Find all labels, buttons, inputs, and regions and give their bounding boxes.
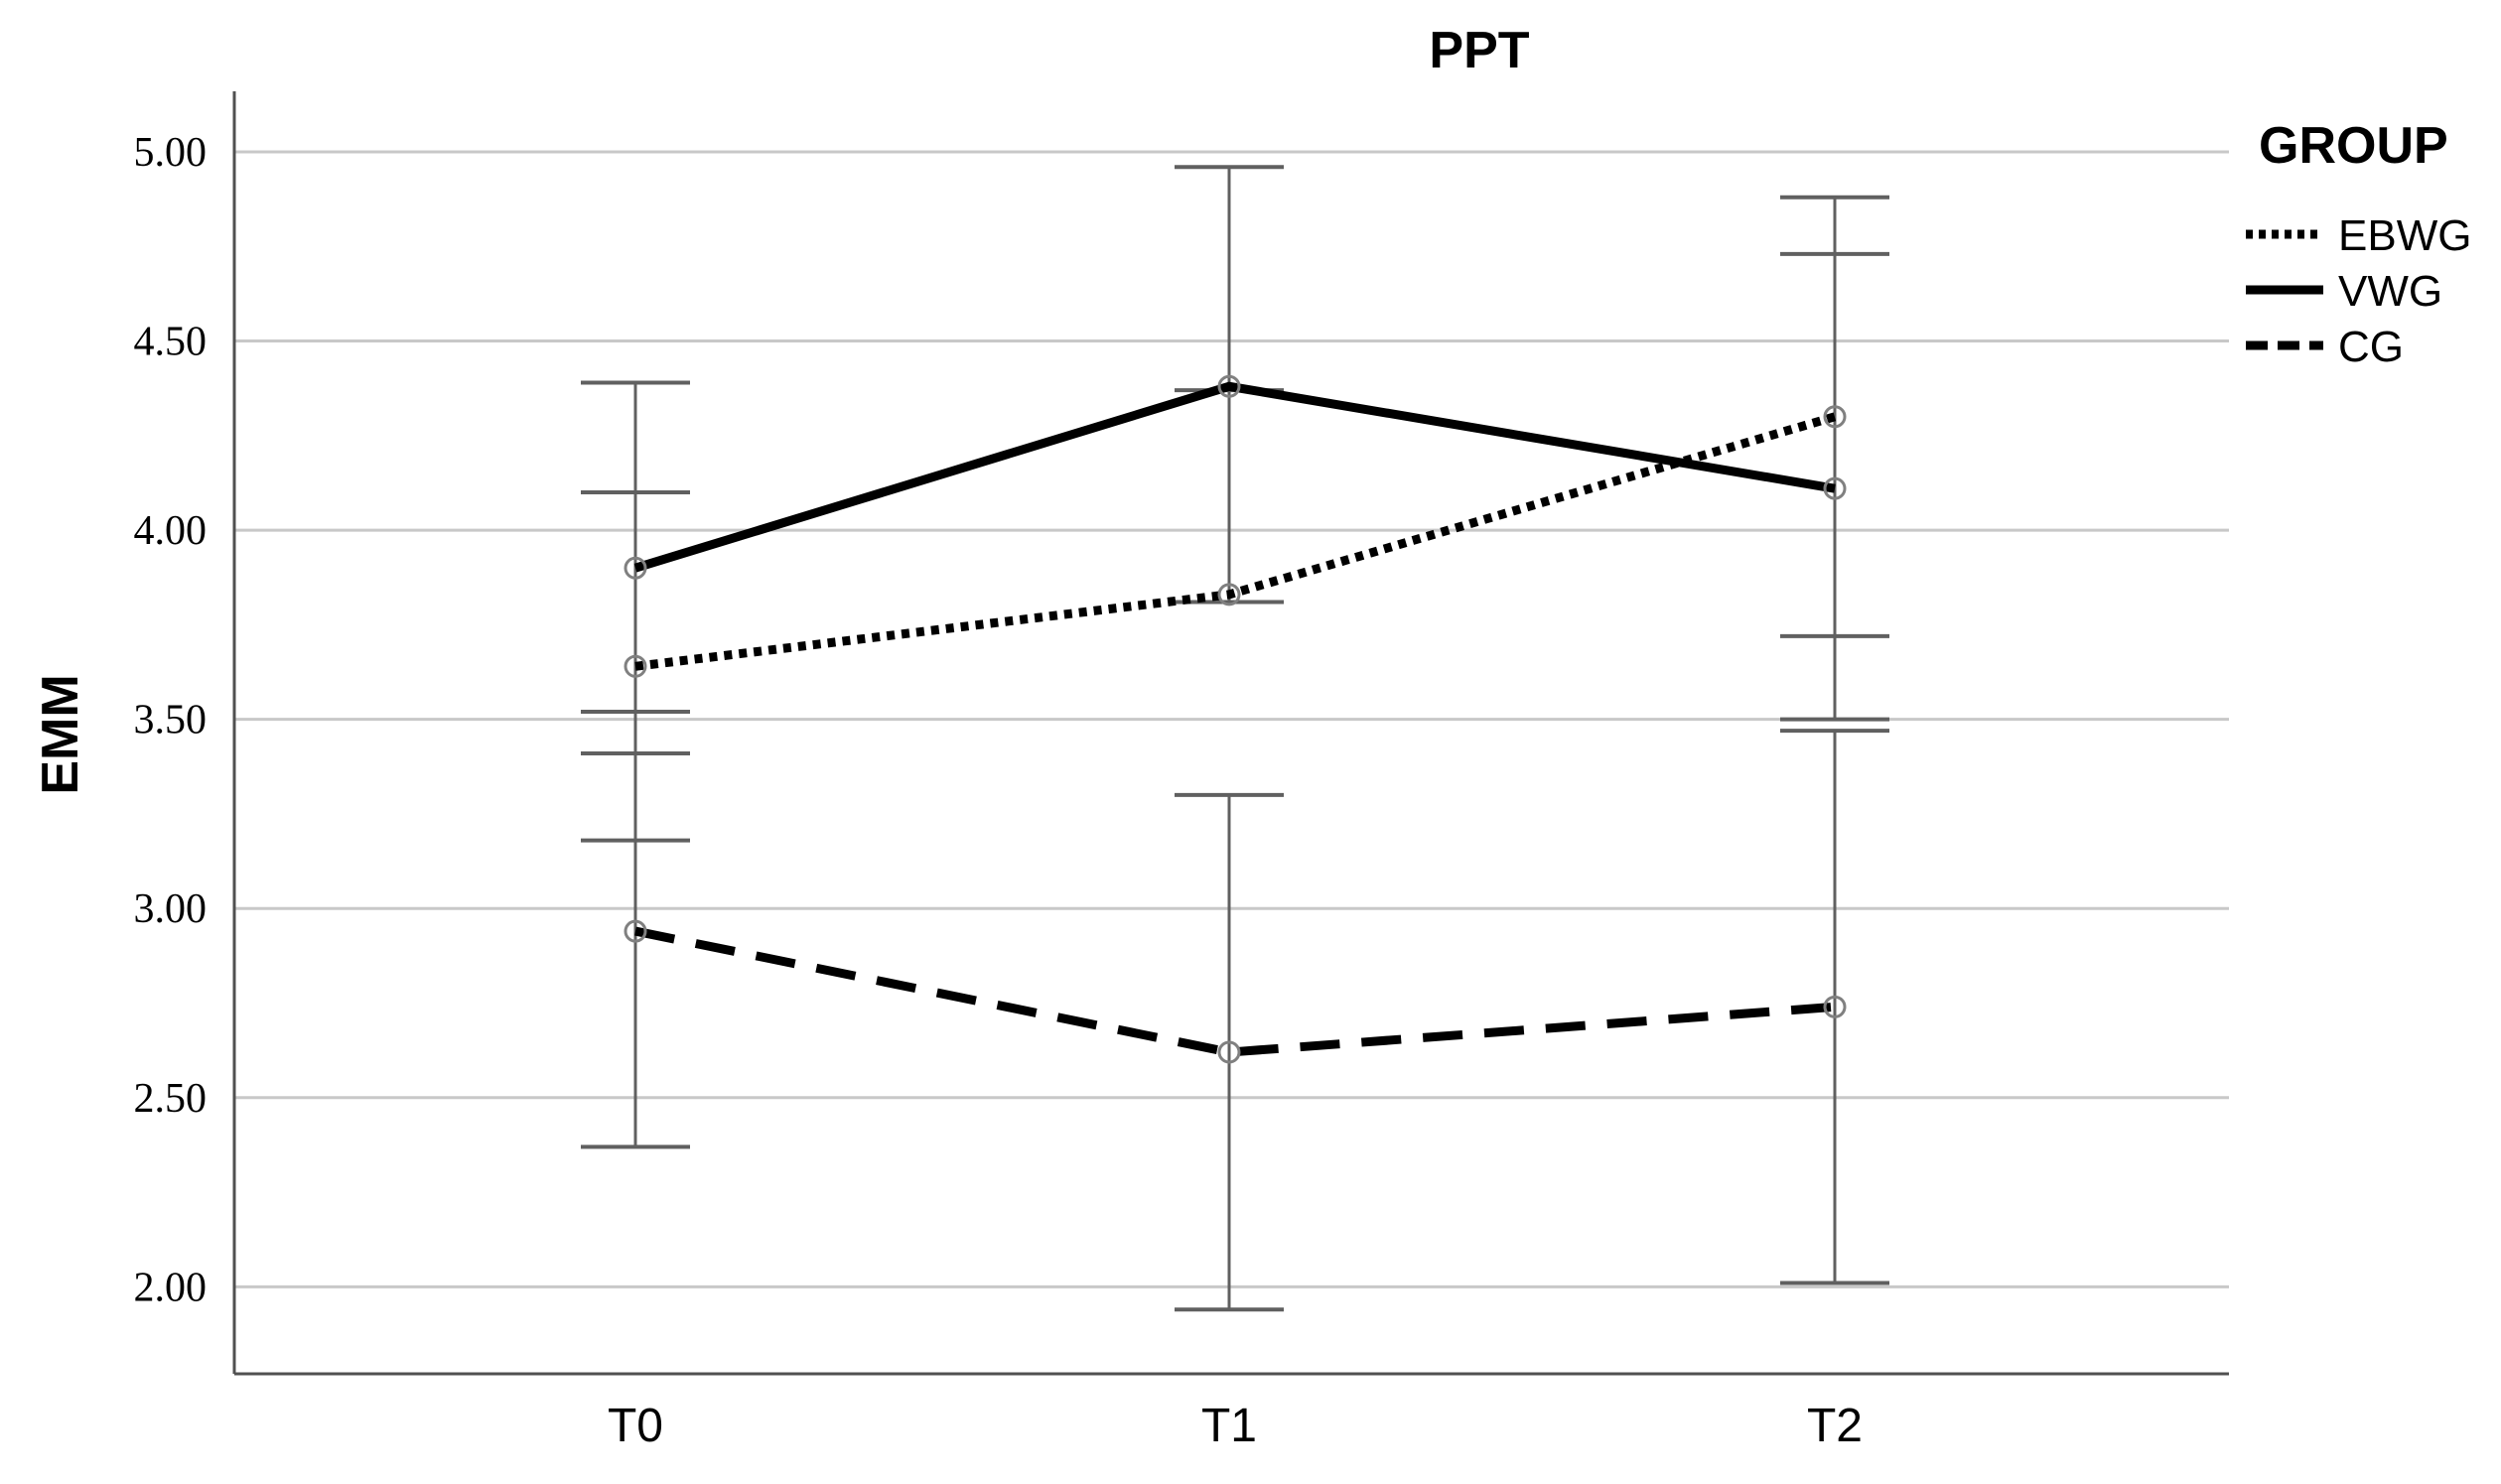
legend-label-cg: CG	[2338, 323, 2404, 371]
series-line-cg	[634, 926, 1836, 1057]
error-bars	[581, 165, 1889, 1312]
y-tick-label: 4.50	[134, 320, 208, 365]
y-axis-label: EMM	[32, 674, 89, 794]
axes	[232, 91, 2229, 1376]
y-tick-label: 5.00	[134, 130, 208, 176]
y-tick-label: 3.00	[134, 886, 208, 932]
x-tick-label: T1	[1201, 1400, 1257, 1452]
series-line-vwg	[633, 381, 1836, 573]
y-tick-label: 4.00	[134, 508, 208, 554]
gridlines	[234, 150, 2229, 1288]
data-point-ebwg	[1217, 583, 1241, 607]
y-tick-label: 2.50	[134, 1076, 208, 1122]
data-point-cg	[1823, 995, 1847, 1018]
tick-labels: 2.00 2.50 3.00 3.50 4.00 4.50 5.00 T0 T1 T2	[134, 130, 1864, 1452]
y-tick-label: 2.00	[134, 1265, 208, 1310]
chart-title: PPT	[1429, 22, 1529, 79]
data-point-ebwg	[624, 654, 647, 678]
x-tick-label: T0	[608, 1400, 663, 1452]
legend-items: EBWG VWG CG	[2246, 211, 2471, 371]
series-markers	[624, 374, 1847, 1064]
legend-label-ebwg: EBWG	[2338, 211, 2471, 260]
legend-label-vwg: VWG	[2338, 267, 2442, 316]
y-tick-label: 3.50	[134, 698, 208, 743]
data-point-vwg	[624, 556, 647, 580]
x-tick-label: T2	[1807, 1400, 1863, 1452]
legend: GROUP EBWG VWG CG	[2246, 117, 2471, 371]
series-line-ebwg	[634, 412, 1837, 671]
data-point-vwg	[1217, 374, 1241, 398]
data-point-cg	[1217, 1040, 1241, 1064]
series-lines	[633, 381, 1837, 1057]
legend-title: GROUP	[2259, 117, 2448, 175]
data-point-ebwg	[1823, 405, 1847, 429]
data-point-cg	[624, 919, 647, 943]
data-point-vwg	[1823, 476, 1847, 500]
